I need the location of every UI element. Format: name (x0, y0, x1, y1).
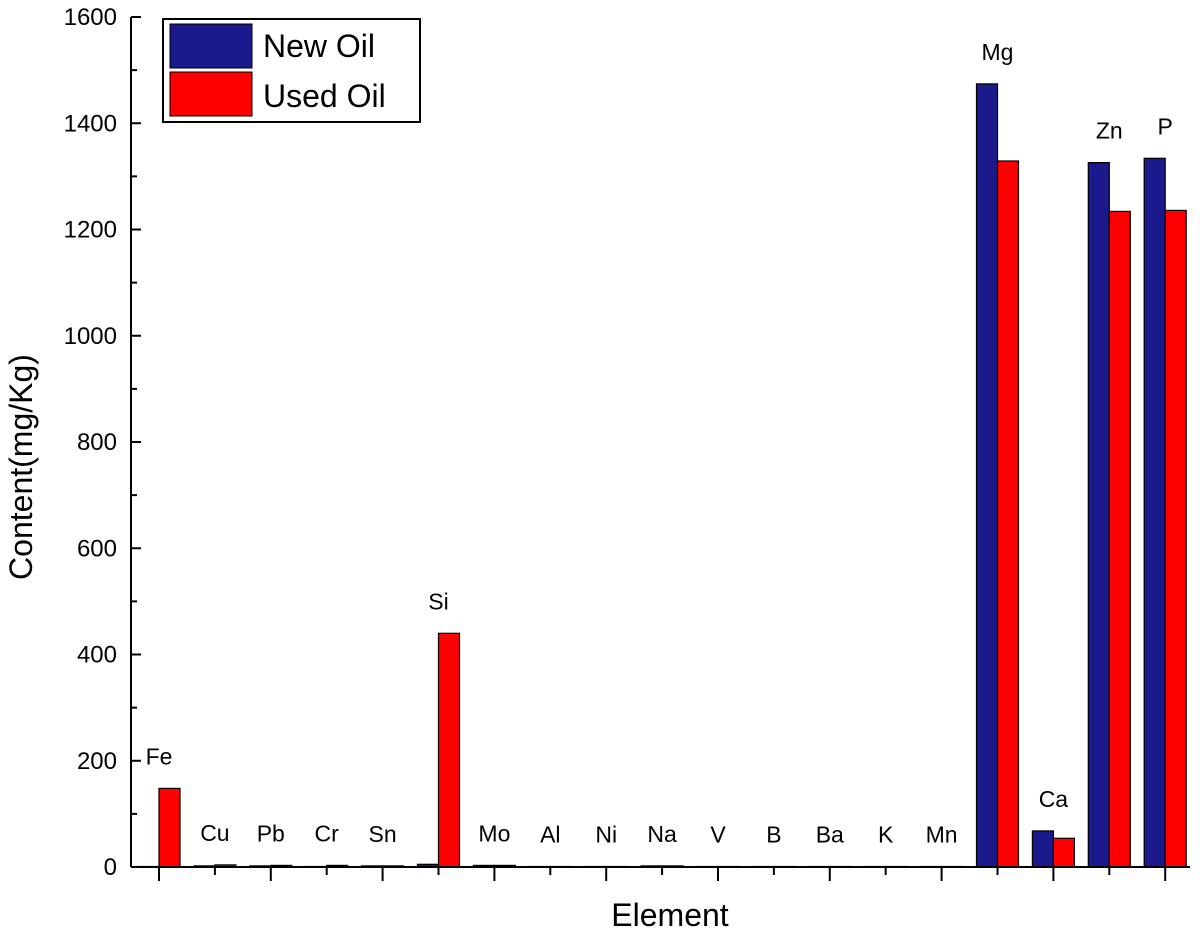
y-tick-label: 1000 (64, 323, 117, 350)
bar-p-new-oil (1143, 157, 1166, 868)
legend-label-used-oil: Used Oil (263, 78, 386, 114)
y-tick-label: 400 (77, 642, 117, 669)
bar-ca-used-oil (1052, 837, 1076, 868)
bar-si-used-oil (437, 632, 461, 868)
y-tick-label: 1200 (64, 217, 117, 244)
y-tick-label: 1600 (64, 4, 117, 31)
bar-label-zn: Zn (1096, 118, 1123, 144)
bar-label-na: Na (647, 821, 677, 847)
bar-label-mg: Mg (982, 39, 1014, 65)
bar-mg-new-oil (975, 83, 999, 868)
legend-swatch-new-oil (169, 23, 253, 69)
bar-label-cu: Cu (200, 820, 229, 846)
bar-label-ba: Ba (816, 822, 844, 848)
legend-label-new-oil: New Oil (263, 28, 375, 64)
bar-label-b: B (766, 822, 781, 848)
x-axis-title: Element (611, 897, 729, 932)
bars-layer (137, 83, 1187, 868)
axes-layer: 0 200 400 600 800 1000 1200 1400 1600 (64, 4, 1190, 881)
bar-label-pb: Pb (257, 820, 285, 846)
y-tick-label: 200 (77, 748, 117, 775)
bar-ca-new-oil (1031, 830, 1055, 868)
bar-label-si: Si (428, 588, 448, 614)
bar-label-mn: Mn (926, 822, 958, 848)
bar-mg-used-oil (996, 160, 1020, 868)
y-axis-title: Content(mg/Kg) (3, 354, 39, 580)
legend: New Oil Used Oil (162, 18, 421, 123)
bar-label-sn: Sn (369, 821, 397, 847)
bar-label-ni: Ni (595, 822, 617, 848)
legend-swatch-used-oil (169, 71, 253, 117)
bar-zn-used-oil (1108, 210, 1131, 868)
bar-label-mo: Mo (478, 820, 510, 846)
y-tick-label: 800 (77, 429, 117, 456)
bar-label-fe: Fe (146, 743, 173, 769)
bar-labels-layer: Fe Cu Pb Cr Sn Si Mo Al Ni Na V B Ba K Mn Mg Ca Zn P (146, 39, 1173, 848)
bar-label-cr: Cr (315, 820, 340, 846)
bar-label-v: V (710, 822, 726, 848)
bar-label-p: P (1158, 113, 1173, 139)
bar-label-k: K (878, 822, 894, 848)
bar-fe-used-oil (158, 787, 181, 868)
bar-zn-new-oil (1087, 162, 1110, 868)
bar-label-al: Al (540, 822, 560, 848)
y-tick-label: 1400 (64, 110, 117, 137)
bar-label-ca: Ca (1039, 786, 1069, 812)
y-tick-label: 600 (77, 535, 117, 562)
bar-p-used-oil (1164, 209, 1187, 868)
y-tick-label: 0 (104, 854, 117, 881)
